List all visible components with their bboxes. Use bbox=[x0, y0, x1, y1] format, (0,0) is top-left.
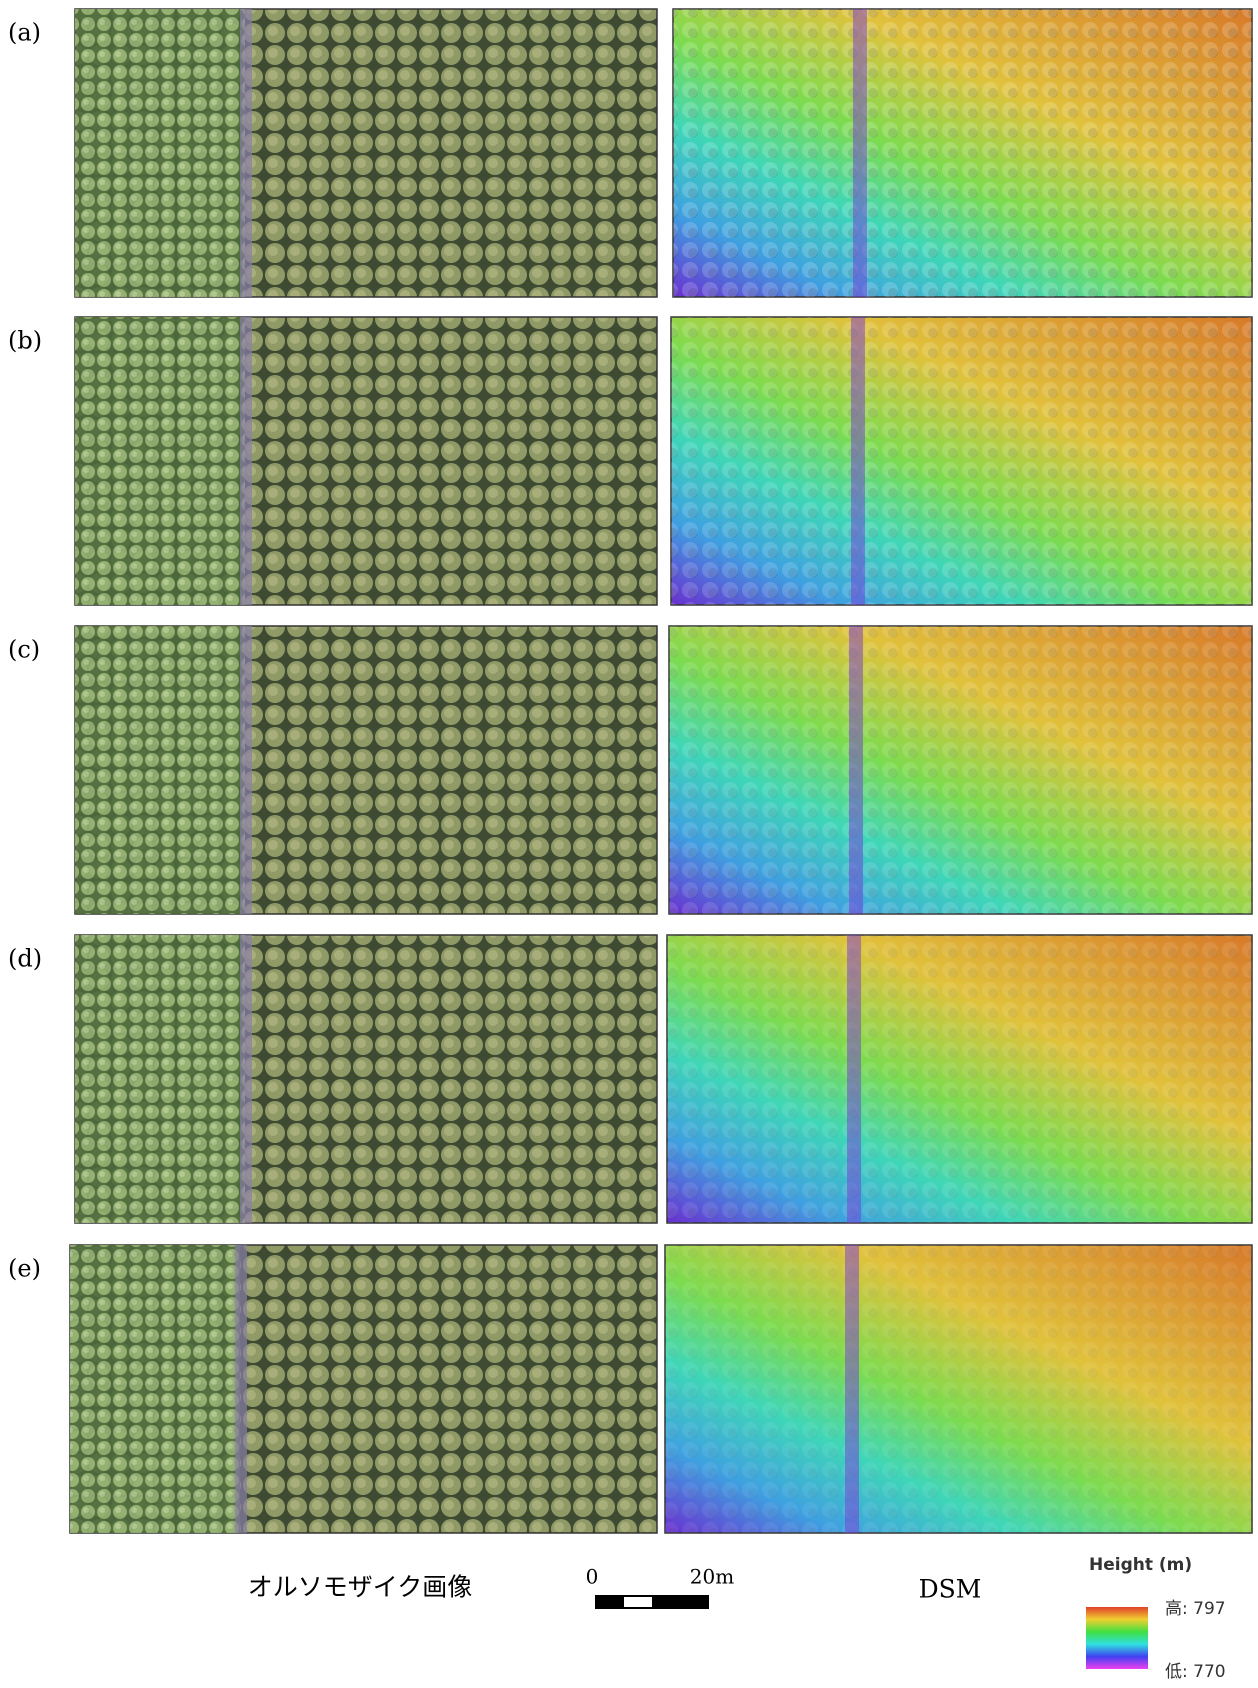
ortho-left-stand bbox=[70, 1245, 240, 1533]
dsm-road bbox=[849, 626, 863, 914]
road bbox=[235, 1245, 247, 1533]
dsm-texture bbox=[673, 9, 1252, 297]
ortho-left-stand bbox=[75, 935, 245, 1223]
scale-bar-segment bbox=[596, 1596, 624, 1608]
road bbox=[240, 935, 252, 1223]
scale-start: 0 bbox=[586, 1565, 599, 1589]
scale-end: 20m bbox=[690, 1565, 734, 1589]
ortho-left-stand bbox=[75, 626, 245, 914]
figure: (a) (b) (c) (d) (e) オルソモザイク画像 DSM 0 20m Heig… bbox=[0, 0, 1258, 1688]
dsm-texture bbox=[671, 317, 1252, 605]
ortho-left-stand bbox=[75, 9, 245, 297]
page: (a) (b) (c) (d) (e) オルソモザイク画像 DSM 0 20m Heig… bbox=[0, 0, 1258, 1688]
panel-rows: (a) (b) (c) (d) (e) bbox=[8, 9, 1252, 1533]
scale-bar-segment bbox=[652, 1596, 708, 1608]
dsm-road bbox=[847, 935, 861, 1223]
dsm-road bbox=[853, 9, 867, 297]
ortho-caption: オルソモザイク画像 bbox=[248, 1573, 473, 1602]
ortho-left-stand bbox=[75, 317, 245, 605]
legend-colorbar bbox=[1086, 1607, 1148, 1669]
panel-label: (b) bbox=[8, 327, 42, 355]
dsm-texture bbox=[669, 626, 1252, 914]
dsm-texture bbox=[665, 1245, 1252, 1533]
dsm-road bbox=[851, 317, 865, 605]
road bbox=[240, 9, 252, 297]
road bbox=[240, 626, 252, 914]
dsm-caption: DSM bbox=[919, 1575, 982, 1604]
panel-label: (a) bbox=[8, 19, 41, 47]
panel-label: (e) bbox=[8, 1255, 41, 1283]
height-legend: Height (m) 高: 797 低: 770 bbox=[1086, 1555, 1226, 1682]
scale-bar: 0 20m bbox=[586, 1565, 735, 1609]
dsm-texture bbox=[667, 935, 1252, 1223]
panel-label: (d) bbox=[8, 945, 42, 973]
road bbox=[240, 317, 252, 605]
panel-label: (c) bbox=[8, 636, 40, 664]
dsm-road bbox=[845, 1245, 859, 1533]
legend-title: Height (m) bbox=[1089, 1555, 1192, 1575]
legend-low: 低: 770 bbox=[1165, 1662, 1226, 1682]
legend-high: 高: 797 bbox=[1165, 1599, 1226, 1619]
